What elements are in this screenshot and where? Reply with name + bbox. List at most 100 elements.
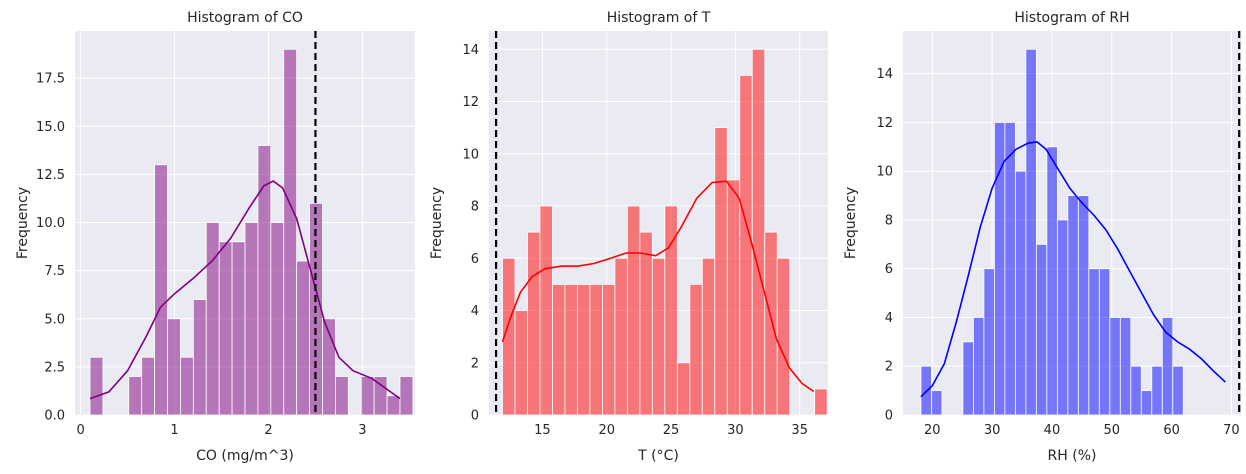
t-y-tick-label: 4: [471, 304, 479, 319]
t-y-tick-label: 6: [471, 252, 479, 267]
t-y-tick-label: 8: [471, 200, 479, 215]
rh-histogram-bar: [1077, 195, 1090, 416]
co-histogram-bar: [89, 356, 104, 416]
co-y-tick-label: 17.5: [36, 72, 65, 87]
co-histogram-bar: [360, 376, 375, 416]
rh-y-tick-label: 6: [885, 262, 893, 277]
rh-x-tick-label: 40: [1044, 423, 1061, 438]
rh-histogram-bar: [983, 268, 995, 416]
t-histogram-bar: [539, 205, 553, 416]
rh-histogram-bar: [1172, 365, 1184, 416]
t-bars: [502, 48, 828, 416]
t-histogram-bar: [552, 283, 566, 416]
t-x-tick-label: 15: [534, 423, 551, 438]
co-kde-line: [89, 180, 401, 400]
rh-chart-title: Histogram of RH: [1014, 10, 1129, 26]
co-y-axis-label: Frequency: [15, 187, 31, 259]
co-x-tick-label: 3: [358, 423, 366, 438]
t-histogram-bar: [626, 205, 641, 416]
rh-y-tick-label: 14: [876, 67, 893, 82]
t-x-tick-label: 25: [663, 423, 680, 438]
t-chart-title: Histogram of T: [607, 10, 711, 26]
co-histogram-bar: [141, 356, 155, 416]
rh-histogram-bar: [1056, 219, 1069, 416]
t-histogram-bar: [514, 310, 528, 416]
co-x-axis-label: CO (mg/m^3): [196, 448, 294, 464]
co-y-tick-label: 15.0: [36, 120, 65, 135]
co-histogram-bar: [244, 222, 259, 416]
rh-histogram-bar: [1098, 268, 1111, 416]
rh-x-axis-label: RH (%): [1048, 448, 1097, 464]
t-y-tick-label: 0: [471, 409, 479, 424]
rh-bars: [920, 48, 1184, 416]
rh-x-tick-label: 60: [1163, 423, 1180, 438]
rh-y-tick-label: 0: [885, 409, 893, 424]
co-y-tick-label: 0.0: [44, 409, 65, 424]
co-y-tick-label: 10.0: [36, 216, 65, 231]
t-histogram-bar: [764, 231, 778, 416]
rh-histogram-bar: [1119, 317, 1132, 416]
rh-histogram-bar: [1088, 268, 1100, 416]
rh-histogram-bar: [1046, 146, 1058, 416]
t-y-tick-label: 10: [462, 147, 479, 162]
t-histogram-bar: [602, 283, 616, 416]
co-histogram-bar: [192, 299, 207, 416]
co-x-tick-label: 1: [170, 423, 178, 438]
rh-y-tick-label: 8: [885, 213, 893, 228]
co-histogram-bar: [335, 376, 349, 416]
t-histogram-bar: [701, 257, 716, 416]
co-y-tick-label: 5.0: [44, 312, 65, 327]
co-histogram-bar: [218, 241, 233, 416]
co-histogram-bar: [386, 395, 401, 416]
t-histogram-bar: [676, 362, 691, 416]
t-y-tick-label: 14: [462, 43, 479, 58]
rh-y-tick-label: 4: [885, 311, 893, 326]
t-histogram-bar: [564, 283, 578, 416]
co-histogram-bar: [296, 260, 310, 416]
t-histogram-bar: [614, 257, 628, 416]
co-chart-title: Histogram of CO: [187, 10, 303, 26]
rh-histogram-bar: [931, 390, 943, 416]
t-x-tick-label: 30: [727, 423, 744, 438]
t-kde-line: [501, 180, 815, 393]
rh-histogram-bar: [962, 341, 974, 416]
t-histogram-bar: [814, 388, 828, 416]
rh-histogram-bar: [1025, 48, 1037, 416]
rh-histogram-panel: 20 30 40 50 60 70 0 2 4 6 8 10 12 14 Histogram of RH RH…: [843, 10, 1241, 464]
rh-x-tick-label: 70: [1223, 423, 1240, 438]
t-x-tick-label: 35: [791, 423, 808, 438]
rh-histogram-bar: [1161, 317, 1174, 416]
rh-histogram-bar: [1067, 195, 1079, 416]
t-histogram-bar: [739, 75, 753, 416]
rh-histogram-bar: [973, 317, 985, 416]
rh-histogram-bar: [993, 122, 1006, 416]
rh-histogram-bar: [1109, 317, 1121, 416]
co-y-tick-label: 2.5: [44, 360, 65, 375]
rh-histogram-bar: [1130, 365, 1142, 416]
co-histogram-bar: [399, 376, 414, 416]
rh-histogram-bar: [1140, 390, 1153, 416]
co-histogram-bar: [167, 318, 181, 416]
t-x-tick-label: 20: [598, 423, 615, 438]
t-histogram-bar: [776, 257, 791, 416]
co-x-tick-label: 0: [76, 423, 84, 438]
t-y-tick-label: 12: [462, 95, 479, 110]
t-histogram-bar: [589, 283, 603, 416]
rh-histogram-bar: [1035, 243, 1048, 416]
rh-x-tick-label: 30: [984, 423, 1001, 438]
co-x-tick-label: 2: [264, 423, 272, 438]
t-y-axis-label: Frequency: [429, 187, 445, 259]
t-histogram-bar: [651, 257, 666, 416]
t-histogram-bar: [577, 283, 591, 416]
co-y-tick-label: 12.5: [36, 168, 65, 183]
co-histogram-bar: [128, 376, 143, 416]
t-x-axis-label: T (°C): [637, 448, 679, 464]
co-histogram-bar: [270, 222, 285, 416]
t-histogram-bar: [689, 283, 703, 416]
t-histogram-bar: [726, 179, 741, 416]
rh-y-tick-label: 12: [876, 116, 893, 131]
rh-y-axis-label: Frequency: [843, 187, 859, 259]
t-histogram-bar: [639, 231, 653, 416]
co-y-tick-label: 7.5: [44, 264, 65, 279]
